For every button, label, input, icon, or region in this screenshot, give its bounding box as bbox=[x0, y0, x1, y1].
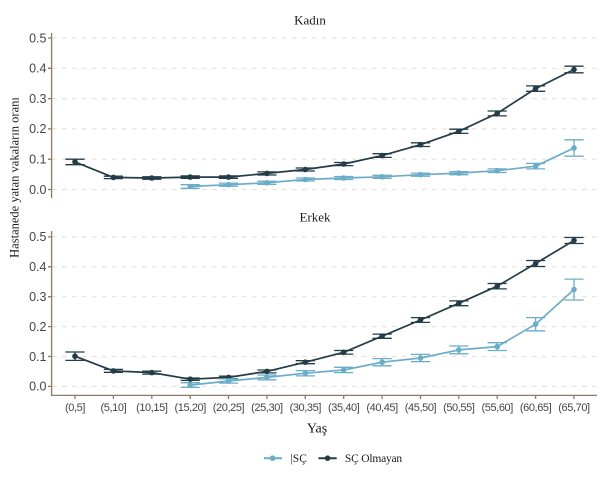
svg-text:0.0: 0.0 bbox=[29, 380, 46, 394]
svg-text:Yaş: Yaş bbox=[307, 421, 327, 436]
svg-text:(5,10]: (5,10] bbox=[101, 402, 127, 414]
svg-text:|SÇ: |SÇ bbox=[291, 453, 308, 465]
svg-text:0.1: 0.1 bbox=[29, 350, 46, 364]
svg-text:0.4: 0.4 bbox=[29, 62, 46, 76]
svg-text:0.2: 0.2 bbox=[29, 122, 46, 136]
svg-text:(15,20]: (15,20] bbox=[174, 402, 206, 414]
svg-text:(0,5]: (0,5] bbox=[65, 402, 85, 414]
svg-text:(65,70]: (65,70] bbox=[558, 402, 590, 414]
svg-text:(45,50]: (45,50] bbox=[405, 402, 437, 414]
svg-text:(50,55]: (50,55] bbox=[443, 402, 475, 414]
svg-text:(40,45]: (40,45] bbox=[366, 402, 398, 414]
svg-text:0.1: 0.1 bbox=[29, 153, 46, 167]
svg-text:0.0: 0.0 bbox=[29, 183, 46, 197]
svg-text:Erkek: Erkek bbox=[299, 210, 331, 225]
svg-text:0.5: 0.5 bbox=[29, 230, 46, 244]
svg-text:0.3: 0.3 bbox=[29, 290, 46, 304]
svg-text:Kadın: Kadın bbox=[294, 13, 326, 28]
svg-text:(55,60]: (55,60] bbox=[481, 402, 513, 414]
svg-text:0.3: 0.3 bbox=[29, 92, 46, 106]
svg-text:Hastanede yatan vakaların oran: Hastanede yatan vakaların oranı bbox=[8, 97, 22, 258]
svg-text:(30,35]: (30,35] bbox=[290, 402, 322, 414]
svg-text:(20,25]: (20,25] bbox=[213, 402, 245, 414]
svg-text:(60,65]: (60,65] bbox=[520, 402, 552, 414]
svg-text:0.4: 0.4 bbox=[29, 260, 46, 274]
svg-text:(25,30]: (25,30] bbox=[251, 402, 283, 414]
svg-text:SÇ Olmayan: SÇ Olmayan bbox=[345, 453, 403, 465]
svg-text:(10,15]: (10,15] bbox=[136, 402, 168, 414]
svg-text:0.2: 0.2 bbox=[29, 320, 46, 334]
svg-text:(35,40]: (35,40] bbox=[328, 402, 360, 414]
svg-text:0.5: 0.5 bbox=[29, 31, 46, 45]
